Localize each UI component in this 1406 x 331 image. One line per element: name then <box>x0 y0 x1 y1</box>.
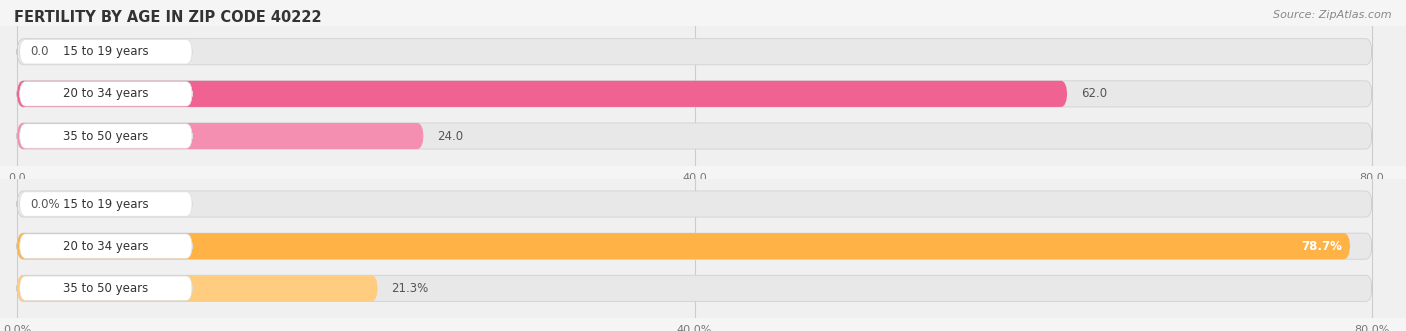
FancyBboxPatch shape <box>17 123 423 149</box>
FancyBboxPatch shape <box>17 81 1067 107</box>
Text: 0.0%: 0.0% <box>31 198 60 211</box>
FancyBboxPatch shape <box>20 276 193 301</box>
Text: Source: ZipAtlas.com: Source: ZipAtlas.com <box>1274 10 1392 20</box>
FancyBboxPatch shape <box>17 233 1350 259</box>
Text: 15 to 19 years: 15 to 19 years <box>63 45 149 58</box>
Text: 78.7%: 78.7% <box>1301 240 1341 253</box>
FancyBboxPatch shape <box>17 191 1372 217</box>
Text: 20 to 34 years: 20 to 34 years <box>63 240 149 253</box>
FancyBboxPatch shape <box>17 233 1372 259</box>
Text: 15 to 19 years: 15 to 19 years <box>63 198 149 211</box>
FancyBboxPatch shape <box>17 81 1372 107</box>
FancyBboxPatch shape <box>17 275 1372 301</box>
FancyBboxPatch shape <box>17 39 1372 65</box>
Text: 0.0: 0.0 <box>31 45 49 58</box>
Text: 20 to 34 years: 20 to 34 years <box>63 87 149 100</box>
FancyBboxPatch shape <box>20 82 193 106</box>
FancyBboxPatch shape <box>20 124 193 148</box>
FancyBboxPatch shape <box>20 39 193 64</box>
FancyBboxPatch shape <box>20 192 193 216</box>
Text: 24.0: 24.0 <box>437 129 463 143</box>
FancyBboxPatch shape <box>17 275 378 301</box>
Text: 35 to 50 years: 35 to 50 years <box>63 129 149 143</box>
Text: FERTILITY BY AGE IN ZIP CODE 40222: FERTILITY BY AGE IN ZIP CODE 40222 <box>14 10 322 25</box>
FancyBboxPatch shape <box>20 234 193 259</box>
Text: 35 to 50 years: 35 to 50 years <box>63 282 149 295</box>
Text: 21.3%: 21.3% <box>391 282 429 295</box>
Text: 62.0: 62.0 <box>1081 87 1107 100</box>
FancyBboxPatch shape <box>17 123 1372 149</box>
